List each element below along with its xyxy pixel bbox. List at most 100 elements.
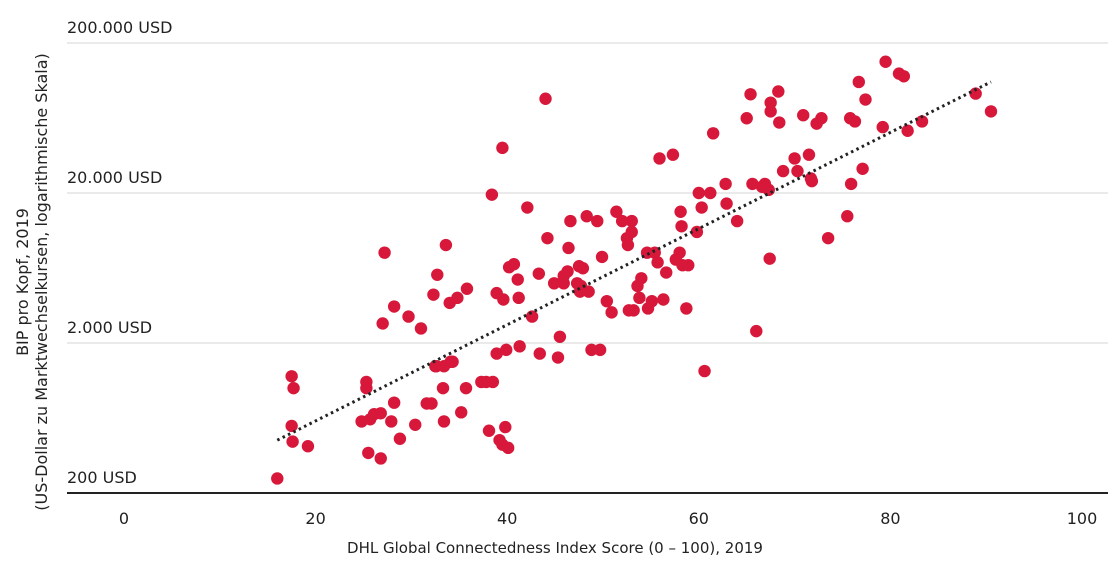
y-tick-label: 200 USD	[67, 468, 137, 487]
data-point	[500, 343, 513, 357]
data-point	[680, 302, 693, 315]
data-point	[286, 435, 299, 448]
data-point	[585, 343, 598, 357]
data-point	[490, 347, 503, 360]
data-point	[746, 177, 759, 191]
data-point	[797, 109, 810, 122]
data-point	[764, 105, 777, 118]
data-point	[271, 472, 284, 485]
data-point	[501, 441, 515, 455]
data-point	[496, 141, 509, 155]
data-point	[513, 340, 526, 353]
trend-line	[276, 80, 992, 442]
data-point	[815, 112, 828, 125]
data-point	[802, 148, 816, 161]
data-point	[704, 186, 717, 200]
data-point	[627, 304, 640, 317]
data-point	[666, 148, 680, 161]
trend-line-group	[276, 80, 992, 442]
data-point	[706, 127, 720, 140]
data-point	[459, 381, 473, 395]
data-point	[791, 164, 804, 178]
data-point	[621, 238, 635, 252]
data-point	[625, 214, 638, 228]
data-point	[533, 347, 546, 360]
data-point	[821, 231, 835, 245]
data-point	[580, 210, 593, 223]
data-point	[915, 115, 929, 128]
data-point	[431, 268, 444, 281]
data-point	[499, 420, 512, 434]
data-point	[362, 446, 375, 460]
data-point	[730, 214, 744, 228]
data-point	[698, 364, 711, 378]
data-point	[497, 293, 510, 306]
data-point	[595, 250, 609, 264]
data-point	[551, 351, 565, 364]
y-axis-title-line1: BIP pro Kopf, 2019	[13, 208, 32, 356]
data-point	[844, 177, 858, 191]
data-point	[287, 381, 300, 395]
data-point	[511, 273, 524, 286]
data-point	[460, 282, 474, 295]
data-point	[750, 324, 763, 338]
data-point	[512, 291, 525, 305]
data-point	[682, 259, 695, 272]
data-point	[564, 214, 577, 228]
data-point	[547, 277, 561, 290]
data-point	[360, 375, 373, 389]
data-point	[625, 225, 638, 239]
data-point	[692, 186, 705, 200]
data-point	[437, 415, 451, 428]
data-point	[740, 112, 753, 125]
data-point	[695, 201, 708, 214]
data-point	[378, 246, 391, 259]
data-point	[969, 87, 982, 100]
data-point	[446, 355, 459, 368]
x-axis-title: DHL Global Connectedness Index Score (0 …	[347, 539, 763, 557]
data-point	[901, 124, 914, 137]
data-point	[856, 162, 869, 175]
y-tick-label: 2.000 USD	[67, 318, 152, 337]
data-point	[285, 370, 298, 383]
data-point	[763, 252, 776, 265]
data-point	[773, 116, 786, 129]
data-point	[600, 294, 614, 308]
data-point	[285, 419, 298, 433]
data-point	[486, 375, 500, 389]
data-point	[859, 93, 872, 106]
data-point	[374, 407, 387, 420]
data-point	[387, 396, 401, 409]
data-point	[615, 214, 629, 228]
data-point	[402, 310, 415, 323]
data-point	[772, 85, 785, 98]
data-point	[436, 381, 450, 395]
data-point	[674, 205, 687, 218]
data-point	[425, 397, 438, 410]
data-point	[720, 197, 733, 210]
x-tick-label: 20	[305, 509, 325, 528]
y-tick-label: 200.000 USD	[67, 18, 172, 37]
x-tick-label: 0	[119, 509, 129, 528]
x-tick-label: 60	[689, 509, 709, 528]
y-tick-label: 20.000 USD	[67, 168, 162, 187]
data-point	[776, 164, 790, 178]
data-point	[576, 262, 590, 275]
data-point	[539, 92, 552, 105]
gridlines	[67, 42, 1108, 344]
data-point	[376, 317, 389, 330]
y-axis-title-line2: (US-Dollar zu Marktwechselkursen, logari…	[32, 53, 51, 510]
data-point	[561, 265, 574, 278]
data-point	[762, 183, 775, 197]
data-point	[387, 300, 401, 313]
data-point	[427, 288, 440, 301]
data-point	[673, 246, 686, 259]
data-point	[848, 115, 862, 128]
y-axis-title: BIP pro Kopf, 2019 (US-Dollar zu Marktwe…	[13, 53, 51, 510]
data-point	[879, 55, 892, 68]
data-point	[562, 241, 575, 255]
data-point	[507, 258, 521, 271]
data-point	[591, 214, 604, 228]
data-point	[719, 177, 732, 191]
x-tick-label: 40	[497, 509, 517, 528]
